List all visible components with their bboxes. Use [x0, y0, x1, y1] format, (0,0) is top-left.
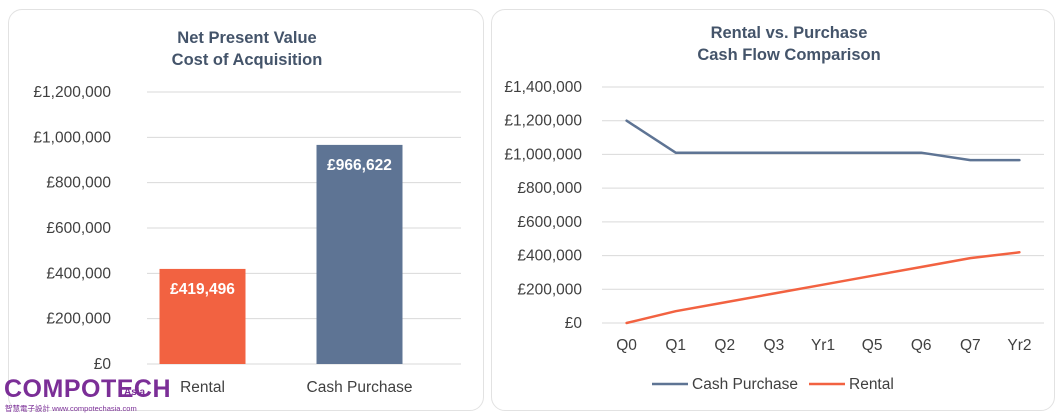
bar	[159, 268, 246, 364]
series-line-cash-purchase	[625, 119, 1021, 162]
compotech-logo: COMPOTECH Asia 智慧電子設計 www.compotechasia.…	[4, 376, 171, 416]
cash-flow-line-chart: Rental vs. Purchase Cash Flow Comparison £…	[504, 24, 1044, 393]
y-tick-label: £1,200,000	[33, 84, 111, 101]
y-tick-label: £1,000,000	[504, 146, 582, 163]
cash-flow-chart-panel: Rental vs. Purchase Cash Flow Comparison £…	[491, 9, 1055, 411]
y-tick-label: £0	[565, 315, 583, 332]
y-tick-label: £200,000	[46, 311, 111, 328]
x-category-label: Cash Purchase	[307, 379, 413, 396]
logo-sub-text: Asia	[124, 387, 146, 398]
logo-url-text: 智慧電子設計 www.compotechasia.com	[5, 404, 137, 413]
x-category-label: Q1	[665, 337, 686, 354]
chart-title-line: Cost of Acquisition	[172, 51, 323, 69]
x-category-label: Q7	[960, 337, 981, 354]
y-tick-label: £400,000	[46, 265, 111, 282]
chart-title-line: Cash Flow Comparison	[697, 46, 880, 64]
npv-bar-chart: Net Present Value Cost of Acquisition £0 £2…	[33, 29, 461, 396]
legend-label: Rental	[849, 376, 894, 393]
x-category-label: Q6	[911, 337, 932, 354]
y-tick-label: £1,000,000	[33, 129, 111, 146]
legend-label: Cash Purchase	[692, 376, 798, 393]
x-category-label: Rental	[180, 379, 225, 396]
x-category-label: Q3	[764, 337, 785, 354]
y-tick-label: £0	[94, 356, 112, 373]
y-tick-label: £800,000	[46, 175, 111, 192]
chart-title-line: Rental vs. Purchase	[711, 24, 868, 42]
npv-chart-panel: Net Present Value Cost of Acquisition £0 £2…	[8, 9, 484, 411]
y-tick-label: £1,400,000	[504, 79, 582, 96]
x-category-label: Q5	[862, 337, 883, 354]
y-tick-label: £400,000	[517, 248, 582, 265]
chart-title-line: Net Present Value	[177, 29, 316, 47]
y-tick-label: £600,000	[517, 214, 582, 231]
x-category-label: Q2	[714, 337, 735, 354]
series-line-rental	[625, 251, 1021, 325]
bar	[316, 144, 403, 364]
y-tick-label: £200,000	[517, 281, 582, 298]
y-tick-label: £1,200,000	[504, 113, 582, 130]
logo-main-text: COMPOTECH	[4, 375, 171, 403]
bar-value-label: £419,496	[170, 281, 235, 298]
y-tick-label: £800,000	[517, 180, 582, 197]
y-tick-label: £600,000	[46, 220, 111, 237]
x-category-label: Yr1	[811, 337, 835, 354]
bar-value-label: £966,622	[327, 157, 392, 174]
x-category-label: Q0	[616, 337, 637, 354]
x-category-label: Yr2	[1007, 337, 1031, 354]
